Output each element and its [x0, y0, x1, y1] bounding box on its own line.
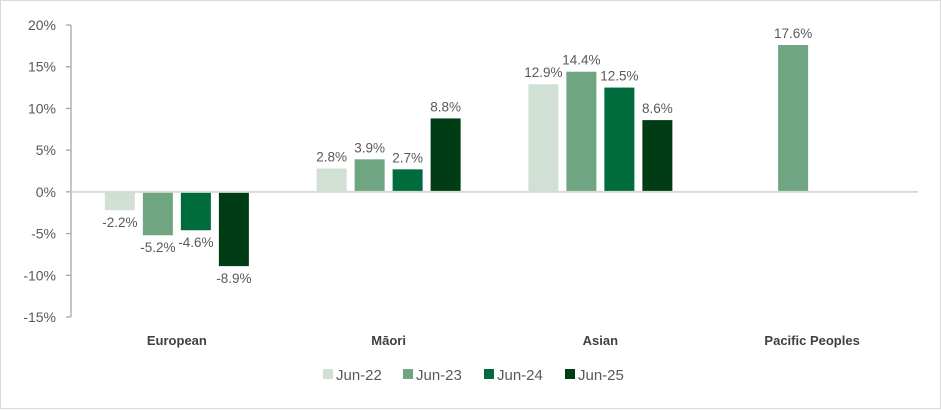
bar-jun-22-asian: [528, 84, 559, 192]
y-tick-label: 10%: [28, 100, 56, 116]
y-tick-label: -5%: [31, 226, 56, 242]
data-label: -5.2%: [140, 240, 175, 255]
bar-jun-24-european: [180, 191, 211, 231]
data-label: 14.4%: [562, 53, 600, 68]
y-tick-label: -15%: [23, 309, 56, 325]
legend-swatch: [323, 369, 333, 379]
legend-label: Jun-23: [416, 367, 462, 384]
legend-swatch: [403, 369, 413, 379]
bar-jun-23-asian: [566, 71, 597, 192]
data-label: -2.2%: [102, 215, 137, 230]
y-tick-label: 15%: [28, 59, 56, 75]
y-tick-label: 5%: [36, 142, 56, 158]
bar-jun-23-pacific-peoples: [778, 45, 809, 192]
legend-label: Jun-22: [336, 367, 382, 384]
y-tick-label: -10%: [23, 267, 56, 283]
category-label: Māori: [371, 333, 406, 348]
data-label: 17.6%: [774, 26, 812, 41]
data-label: -8.9%: [216, 271, 251, 286]
bar-jun-22-european: [104, 191, 135, 211]
data-label: -4.6%: [178, 235, 213, 250]
bar-jun-25-european: [218, 191, 249, 267]
bar-jun-24-māori: [392, 169, 423, 192]
category-label: European: [147, 333, 207, 348]
data-label: 12.9%: [524, 65, 562, 80]
category-label: Asian: [583, 333, 618, 348]
data-label: 8.6%: [642, 101, 673, 116]
bar-jun-24-asian: [604, 87, 635, 192]
bar-jun-23-māori: [354, 159, 385, 192]
legend-label: Jun-24: [497, 367, 543, 384]
bar-jun-22-māori: [316, 168, 347, 192]
bar-jun-23-european: [142, 191, 173, 236]
bar-jun-25-asian: [642, 120, 673, 192]
y-tick-label: 20%: [28, 17, 56, 33]
legend-swatch: [565, 369, 575, 379]
legend-swatch: [484, 369, 494, 379]
data-label: 2.8%: [316, 149, 347, 164]
data-label: 12.5%: [600, 69, 638, 84]
legend-label: Jun-25: [578, 367, 624, 384]
category-label: Pacific Peoples: [764, 333, 859, 348]
bar-jun-25-māori: [430, 118, 461, 192]
data-label: 8.8%: [430, 99, 461, 114]
data-label: 2.7%: [392, 150, 423, 165]
data-label: 3.9%: [354, 140, 385, 155]
y-tick-label: 0%: [36, 184, 56, 200]
